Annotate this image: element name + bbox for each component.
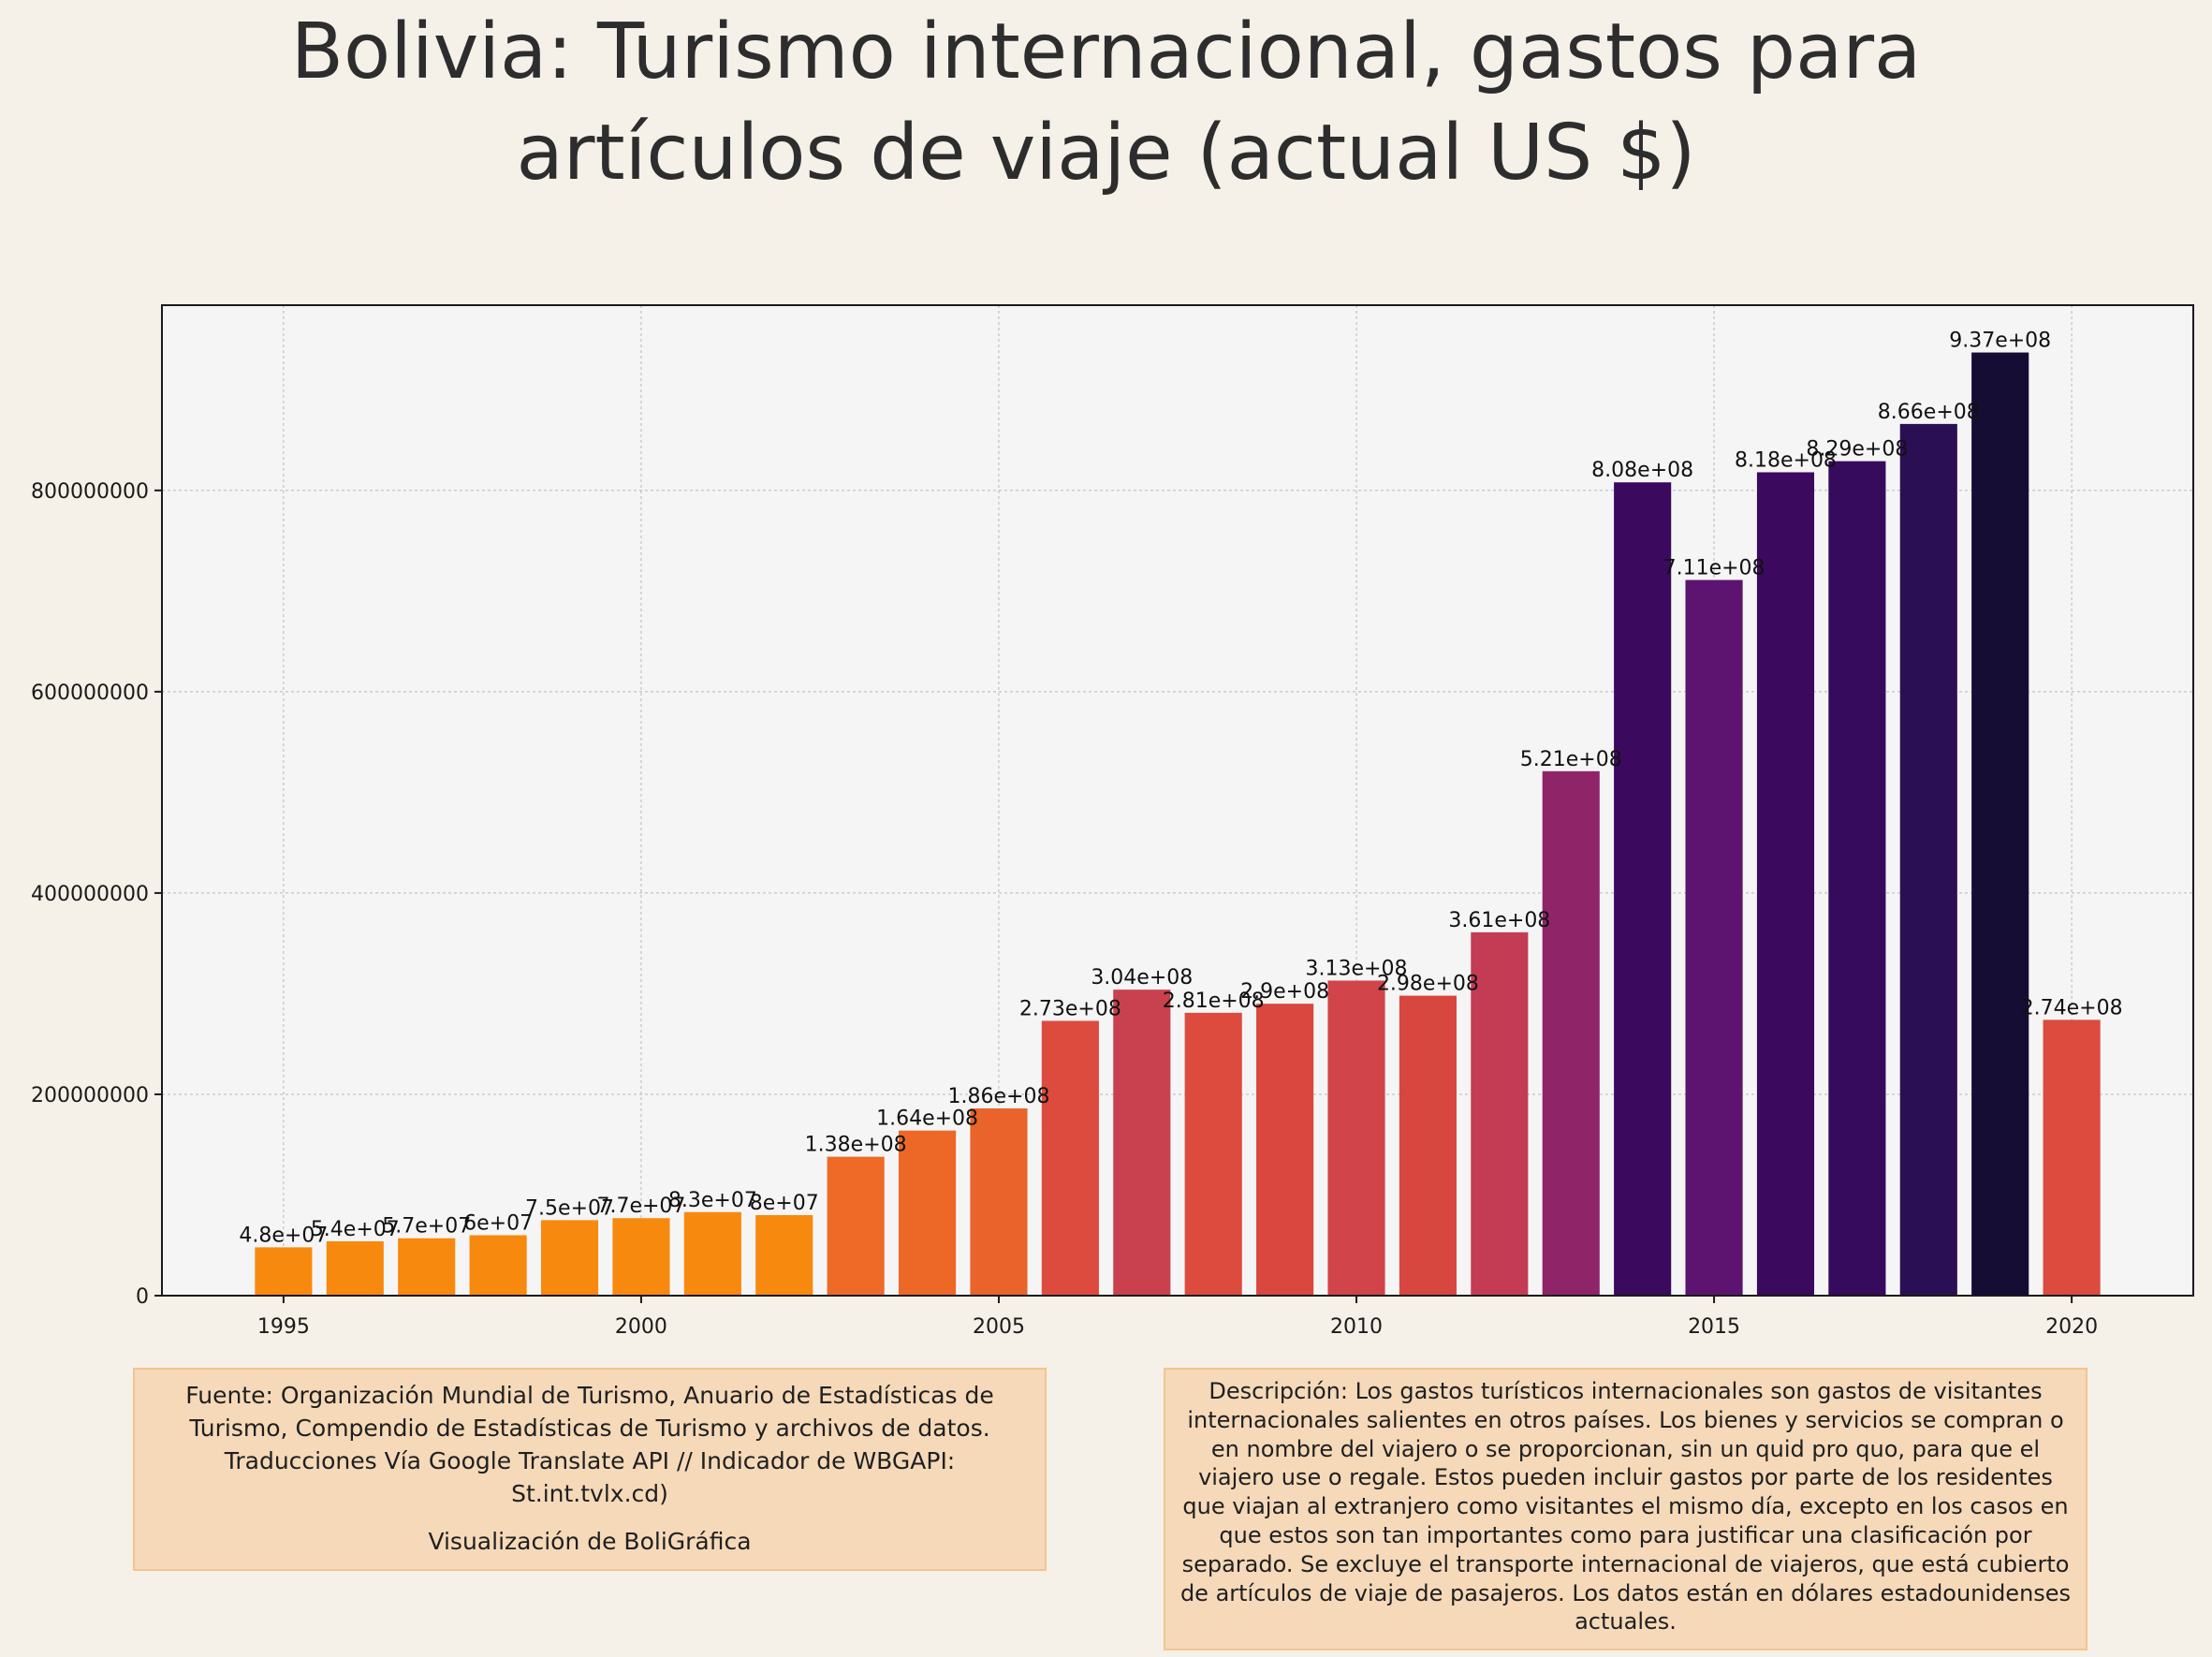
data-label: 3.04e+08 [1091, 966, 1193, 990]
data-label: 1.38e+08 [805, 1134, 907, 1157]
source-text: Fuente: Organización Mundial de Turismo,… [185, 1382, 994, 1507]
chart-title-line-2: artículos de viaje (actual US $) [516, 109, 1696, 198]
x-axis: 1995 2000 2005 2010 2015 2020 [257, 1296, 2098, 1339]
data-label: 8.18e+08 [1735, 448, 1837, 472]
bar-chart: 4.8e+075.4e+075.7e+076e+077.5e+077.7e+07… [31, 304, 2194, 1339]
bar [1041, 1020, 1099, 1296]
data-label: 2.98e+08 [1377, 973, 1479, 996]
data-label: 2.73e+08 [1019, 997, 1121, 1020]
credit-text: Visualización de BoliGráfica [428, 1528, 752, 1555]
bar [612, 1218, 670, 1296]
data-label: 1.86e+08 [948, 1085, 1050, 1108]
y-axis: 0 200000000 400000000 600000000 800000000 [31, 480, 162, 1309]
data-label: 3.61e+08 [1448, 909, 1550, 932]
bar [2043, 1019, 2101, 1296]
bar [1828, 461, 1886, 1296]
bar [326, 1240, 384, 1296]
data-label: 2.9e+08 [1240, 980, 1329, 1004]
bar [1471, 931, 1529, 1296]
data-label: 1.64e+08 [876, 1107, 978, 1131]
bar [1614, 482, 1672, 1296]
bar [1327, 980, 1385, 1296]
source-note: Fuente: Organización Mundial de Turismo,… [133, 1368, 1047, 1571]
bar [255, 1247, 313, 1296]
data-label: 8.3e+07 [668, 1189, 757, 1212]
y-tick-label: 600000000 [31, 682, 149, 705]
data-label: 5.4e+07 [311, 1218, 400, 1241]
bar [1542, 770, 1600, 1296]
bar [683, 1211, 741, 1296]
description-note: Descripción: Los gastos turísticos inter… [1164, 1368, 2087, 1650]
bar [1971, 352, 2029, 1296]
chart-title-line-1: Bolivia: Turismo internacional, gastos p… [290, 7, 1922, 96]
chart-title: Bolivia: Turismo internacional, gastos p… [0, 0, 2212, 204]
bar [1685, 579, 1743, 1296]
x-tick-label: 2000 [615, 1315, 667, 1339]
y-tick-label: 800000000 [31, 480, 149, 504]
bar [755, 1214, 813, 1296]
x-tick-label: 2020 [2045, 1315, 2098, 1339]
y-tick-label: 200000000 [31, 1084, 149, 1107]
data-labels: 4.8e+075.4e+075.7e+076e+077.5e+077.7e+07… [239, 330, 2122, 1248]
y-tick-label: 0 [136, 1285, 149, 1309]
data-label: 7.7e+07 [596, 1195, 685, 1218]
bar [398, 1238, 456, 1296]
data-label: 5.21e+08 [1520, 748, 1622, 771]
data-label: 8.08e+08 [1591, 459, 1693, 482]
bar [1113, 990, 1171, 1296]
bar [899, 1130, 957, 1296]
data-label: 2.74e+08 [2021, 996, 2123, 1019]
data-label: 8e+07 [750, 1192, 819, 1215]
data-label: 4.8e+07 [239, 1224, 328, 1247]
data-label: 8.66e+08 [1878, 401, 1980, 424]
data-label: 2.81e+08 [1163, 990, 1265, 1013]
data-label: 7.5e+07 [525, 1196, 614, 1220]
x-tick-label: 2005 [973, 1315, 1025, 1339]
plot-frame [161, 304, 2194, 1297]
x-tick-label: 2015 [1688, 1315, 1740, 1339]
bar [1899, 423, 1957, 1296]
bar [827, 1156, 885, 1296]
data-label: 8.29e+08 [1806, 438, 1908, 462]
y-tick-label: 400000000 [31, 883, 149, 906]
data-label: 7.11e+08 [1663, 557, 1765, 580]
x-tick-label: 1995 [257, 1315, 310, 1339]
bar [1184, 1012, 1242, 1296]
data-label: 5.7e+07 [382, 1215, 471, 1239]
bars [255, 352, 2101, 1296]
bar [1399, 995, 1457, 1296]
data-label: 9.37e+08 [1949, 330, 2051, 353]
data-label: 6e+07 [463, 1211, 533, 1235]
data-label: 3.13e+08 [1306, 957, 1408, 980]
bar [1256, 1004, 1314, 1296]
description-text: Descripción: Los gastos turísticos inter… [1179, 1378, 2072, 1635]
x-tick-label: 2010 [1330, 1315, 1383, 1339]
bar [469, 1235, 527, 1296]
bar [1756, 472, 1815, 1296]
bar [970, 1108, 1028, 1296]
bar [540, 1220, 599, 1296]
